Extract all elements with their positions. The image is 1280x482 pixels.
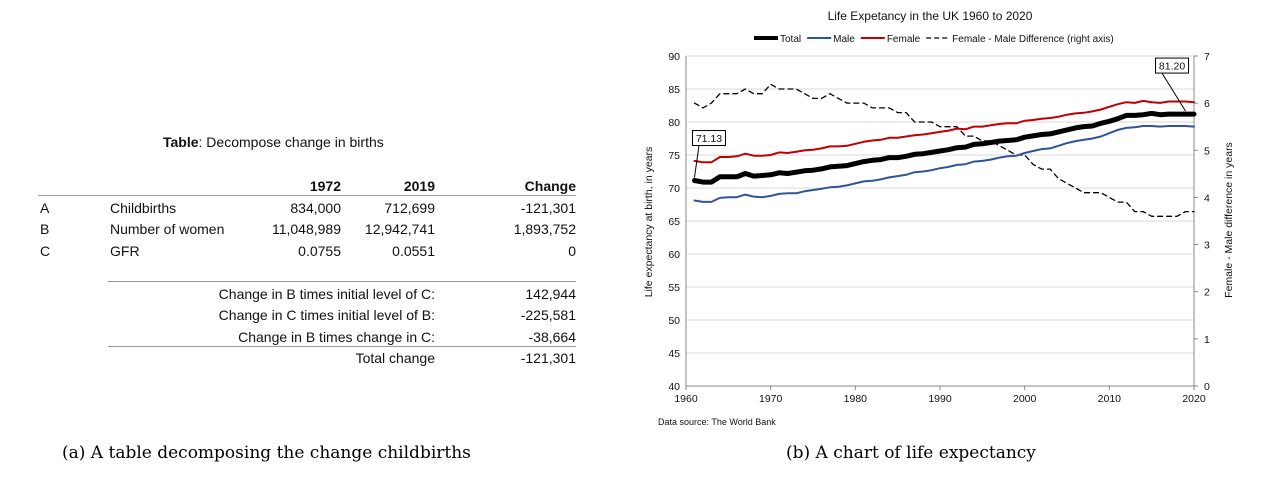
- series-line-female-male-difference-right-axis: [693, 83, 1195, 217]
- summary-label-1: Change in B times initial level of C:: [218, 286, 435, 302]
- y-tick-label-left: 50: [668, 315, 680, 327]
- row-a-id: A: [40, 200, 50, 216]
- table-title-rest: : Decompose change in births: [198, 134, 384, 150]
- row-c-1972: 0.0755: [298, 243, 341, 259]
- series-line-total: [692, 110, 1197, 185]
- chart-annotations: 71.13 81.20: [691, 57, 1190, 178]
- table-panel: Table: Decompose change in births 1972 2…: [0, 0, 620, 482]
- x-tick-label: 2010: [1098, 393, 1122, 405]
- y-tick-label-left: 90: [668, 51, 680, 63]
- header-1972: 1972: [309, 178, 341, 194]
- row-c-change: 0: [568, 243, 576, 259]
- row-b-change: 1,893,752: [513, 221, 576, 237]
- row-a-1972: 834,000: [290, 200, 341, 216]
- row-a-change: -121,301: [520, 200, 576, 216]
- y-tick-label-right: 7: [1204, 51, 1210, 63]
- chart-title: Life Expetancy in the UK 1960 to 2020: [828, 9, 1033, 23]
- x-tick-label: 1970: [759, 393, 783, 405]
- legend-label: Male: [833, 34, 855, 45]
- summary-value-3: -38,664: [528, 329, 576, 345]
- chart-gridlines: [686, 55, 1194, 387]
- summary-total-rule: [108, 346, 576, 347]
- row-b-1972: 11,048,989: [271, 221, 341, 237]
- y-tick-label-left: 45: [668, 348, 680, 360]
- summary-label-2: Change in C times initial level of B:: [218, 307, 435, 323]
- y-tick-label-left: 75: [668, 150, 680, 162]
- y-tick-label-left: 85: [668, 84, 680, 96]
- row-a-label: Childbirths: [110, 200, 177, 216]
- row-b-label: Number of women: [110, 221, 225, 237]
- annotation-label: 71.13: [696, 133, 722, 145]
- table-title: Table: Decompose change in births: [163, 134, 384, 150]
- legend-label: Female: [887, 34, 921, 45]
- row-b-2019: 12,942,741: [364, 221, 435, 237]
- y-tick-label-right: 2: [1204, 287, 1210, 299]
- table-title-bold: Table: [163, 134, 199, 150]
- series-line-female: [693, 99, 1195, 164]
- row-a-2019: 712,699: [384, 200, 435, 216]
- y-tick-label-right: 0: [1204, 381, 1210, 393]
- row-b-id: B: [40, 221, 50, 237]
- x-tick-label: 1960: [674, 393, 698, 405]
- life-expectancy-chart: Life Expetancy in the UK 1960 to 2020 To…: [643, 9, 1235, 427]
- row-c-label: GFR: [110, 243, 140, 259]
- annotation-box: [691, 130, 726, 147]
- y-tick-label-left: 40: [668, 381, 680, 393]
- summary-top-rule: [108, 281, 576, 282]
- chart-legend: Total Male Female Female - Male Difference …: [754, 34, 1114, 45]
- x-tick-label: 2000: [1013, 393, 1037, 405]
- legend-label: Female - Male Difference (right axis): [952, 34, 1114, 45]
- x-tick-label: 2020: [1182, 393, 1206, 405]
- y-axis-label-right: Female - Male difference in years: [1223, 142, 1235, 298]
- annotation-leader: [1161, 72, 1186, 112]
- annotation-box: [1155, 57, 1190, 74]
- table-header-rule: [38, 195, 576, 196]
- summary-value-2: -225,581: [520, 307, 576, 323]
- caption-right: (b) A chart of life expectancy: [786, 443, 1036, 463]
- summary-value-1: 142,944: [525, 286, 576, 302]
- summary-value-total: -121,301: [520, 350, 576, 366]
- x-tick-label: 1990: [928, 393, 952, 405]
- annotation-label: 81.20: [1159, 61, 1185, 73]
- annotation-leader: [693, 145, 700, 178]
- y-tick-label-right: 1: [1204, 334, 1210, 346]
- row-c-id: C: [40, 243, 51, 259]
- caption-left: (a) A table decomposing the change child…: [62, 443, 471, 463]
- summary-label-total: Total change: [355, 350, 435, 366]
- x-tick-label: 1980: [844, 393, 868, 405]
- y-axis-label-left: Life expectancy at birth, in years: [643, 147, 655, 298]
- row-c-2019: 0.0551: [392, 243, 435, 259]
- header-change: Change: [524, 178, 576, 194]
- y-tick-label-right: 3: [1204, 240, 1210, 252]
- y-tick-label-left: 55: [668, 282, 680, 294]
- y-tick-label-left: 60: [668, 249, 680, 261]
- y-tick-label-right: 5: [1204, 145, 1210, 157]
- y-tick-label-right: 6: [1204, 98, 1210, 110]
- y-tick-label-left: 65: [668, 216, 680, 228]
- y-tick-label-left: 70: [668, 183, 680, 195]
- legend-label: Total: [780, 34, 801, 45]
- y-tick-label-left: 80: [668, 117, 680, 129]
- summary-label-3: Change in B times change in C:: [238, 329, 435, 345]
- chart-series: [692, 83, 1197, 217]
- y-tick-label-right: 4: [1204, 192, 1210, 204]
- series-line-male: [693, 125, 1195, 203]
- header-2019: 2019: [403, 178, 435, 194]
- data-source: Data source: The World Bank: [658, 417, 776, 427]
